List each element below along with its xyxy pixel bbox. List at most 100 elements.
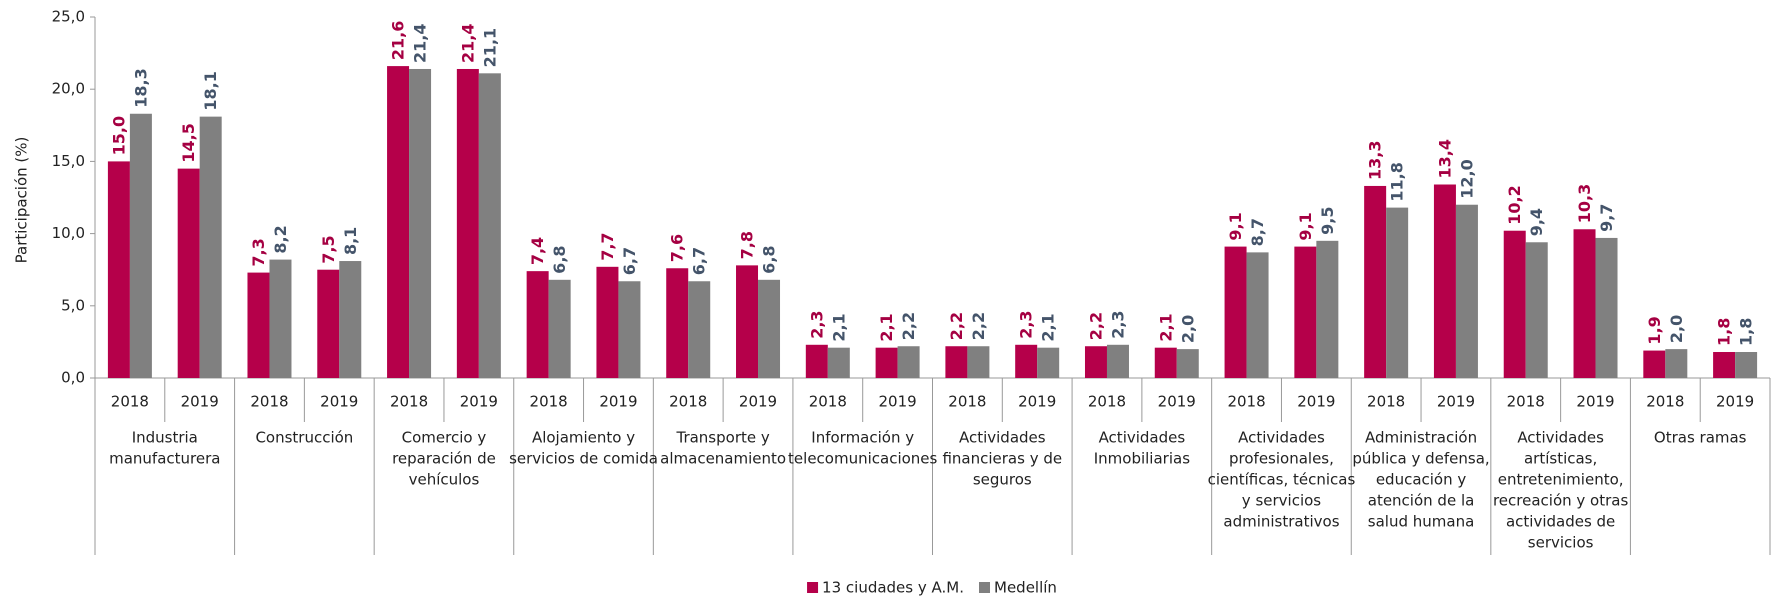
value-label: 8,2 bbox=[271, 225, 290, 253]
group-label: financieras y de bbox=[942, 450, 1062, 468]
value-label: 10,2 bbox=[1505, 185, 1524, 224]
bar bbox=[478, 73, 501, 378]
bar bbox=[1643, 350, 1666, 378]
x-tick-label: 2019 bbox=[1158, 393, 1196, 411]
group-label: reparación de bbox=[392, 450, 496, 468]
x-tick-label: 2018 bbox=[1367, 393, 1405, 411]
value-label: 1,9 bbox=[1645, 316, 1664, 344]
bar bbox=[1503, 230, 1526, 378]
bar bbox=[1525, 242, 1548, 378]
value-label: 9,1 bbox=[1296, 212, 1315, 240]
bar bbox=[317, 269, 340, 378]
value-label: 8,7 bbox=[1248, 218, 1267, 246]
group-label: Comercio y bbox=[402, 429, 487, 447]
bar bbox=[269, 259, 292, 378]
y-tick-label: 20,0 bbox=[52, 80, 85, 98]
group-label: y servicios bbox=[1242, 492, 1321, 510]
bar bbox=[409, 68, 432, 378]
value-label: 21,6 bbox=[389, 21, 408, 60]
x-tick-label: 2019 bbox=[879, 393, 917, 411]
bar bbox=[1665, 349, 1688, 378]
group-label: profesionales, bbox=[1229, 450, 1334, 468]
bar bbox=[107, 161, 130, 378]
group-label: manufacturera bbox=[109, 450, 220, 468]
x-tick-label: 2019 bbox=[599, 393, 637, 411]
x-tick-label: 2019 bbox=[181, 393, 219, 411]
bar bbox=[1246, 252, 1269, 378]
value-label: 1,8 bbox=[1737, 318, 1756, 346]
value-label: 1,8 bbox=[1715, 318, 1734, 346]
value-label: 2,1 bbox=[829, 313, 848, 341]
group-label: actividades de bbox=[1506, 513, 1615, 531]
x-tick-label: 2018 bbox=[250, 393, 288, 411]
value-label: 2,1 bbox=[1039, 313, 1058, 341]
group-label: Inmobiliarias bbox=[1094, 450, 1190, 468]
bar bbox=[1573, 229, 1596, 378]
x-tick-label: 2019 bbox=[460, 393, 498, 411]
bar bbox=[1364, 185, 1387, 378]
value-label: 2,0 bbox=[1667, 315, 1686, 343]
y-axis-label: Participación (%) bbox=[13, 137, 31, 264]
bar bbox=[1084, 346, 1107, 378]
bar bbox=[1713, 352, 1736, 378]
value-label: 12,0 bbox=[1457, 159, 1476, 198]
value-label: 7,8 bbox=[738, 231, 757, 259]
x-tick-label: 2018 bbox=[948, 393, 986, 411]
value-label: 9,1 bbox=[1226, 212, 1245, 240]
group-label: artísticas, bbox=[1524, 450, 1597, 468]
x-tick-label: 2018 bbox=[390, 393, 428, 411]
bar bbox=[1106, 344, 1129, 378]
value-label: 15,0 bbox=[109, 116, 128, 155]
x-tick-label: 2018 bbox=[1646, 393, 1684, 411]
value-label: 2,2 bbox=[899, 312, 918, 340]
group-label: servicios bbox=[1528, 534, 1594, 552]
group-label: vehículos bbox=[409, 471, 480, 489]
legend-swatch bbox=[979, 582, 991, 593]
value-label: 2,2 bbox=[1086, 312, 1105, 340]
x-tick-label: 2019 bbox=[739, 393, 777, 411]
value-label: 9,4 bbox=[1527, 208, 1546, 236]
x-tick-label: 2018 bbox=[1227, 393, 1265, 411]
bar bbox=[945, 346, 968, 378]
group-label: atención de la bbox=[1368, 492, 1475, 510]
x-tick-label: 2018 bbox=[111, 393, 149, 411]
bar bbox=[199, 116, 222, 379]
bar bbox=[1386, 207, 1409, 378]
value-label: 13,3 bbox=[1366, 140, 1385, 179]
group-label: Actividades bbox=[1238, 429, 1325, 447]
value-label: 7,5 bbox=[319, 235, 338, 263]
y-tick-label: 15,0 bbox=[52, 152, 85, 170]
group-label: pública y defensa, bbox=[1352, 450, 1489, 468]
bar bbox=[1316, 240, 1339, 378]
bar bbox=[526, 271, 549, 378]
value-label: 10,3 bbox=[1575, 184, 1594, 223]
group-label: Otras ramas bbox=[1654, 429, 1747, 447]
group-label: recreación y otras bbox=[1493, 492, 1629, 510]
bar bbox=[1037, 347, 1060, 378]
group-label: Actividades bbox=[1517, 429, 1604, 447]
legend-swatch bbox=[807, 582, 819, 593]
value-label: 14,5 bbox=[179, 123, 198, 162]
group-label: Construcción bbox=[255, 429, 353, 447]
x-tick-label: 2019 bbox=[1437, 393, 1475, 411]
group-label: Transporte y bbox=[675, 429, 769, 447]
x-tick-label: 2019 bbox=[1716, 393, 1754, 411]
group-label: Alojamiento y bbox=[532, 429, 635, 447]
bar bbox=[618, 281, 641, 378]
value-label: 7,3 bbox=[249, 238, 268, 266]
legend-label: 13 ciudades y A.M. bbox=[822, 579, 964, 597]
value-label: 21,4 bbox=[458, 23, 477, 62]
bar bbox=[1595, 237, 1618, 378]
value-label: 7,4 bbox=[528, 237, 547, 265]
group-label: Información y bbox=[811, 429, 914, 447]
group-label: administrativos bbox=[1223, 513, 1339, 531]
value-label: 13,4 bbox=[1435, 139, 1454, 178]
bar bbox=[875, 347, 898, 378]
value-label: 2,2 bbox=[947, 312, 966, 340]
group-label: salud humana bbox=[1368, 513, 1475, 531]
bar bbox=[1455, 204, 1478, 378]
group-label: Actividades bbox=[959, 429, 1046, 447]
bar bbox=[177, 168, 200, 378]
y-tick-label: 25,0 bbox=[52, 8, 85, 26]
x-tick-label: 2018 bbox=[669, 393, 707, 411]
